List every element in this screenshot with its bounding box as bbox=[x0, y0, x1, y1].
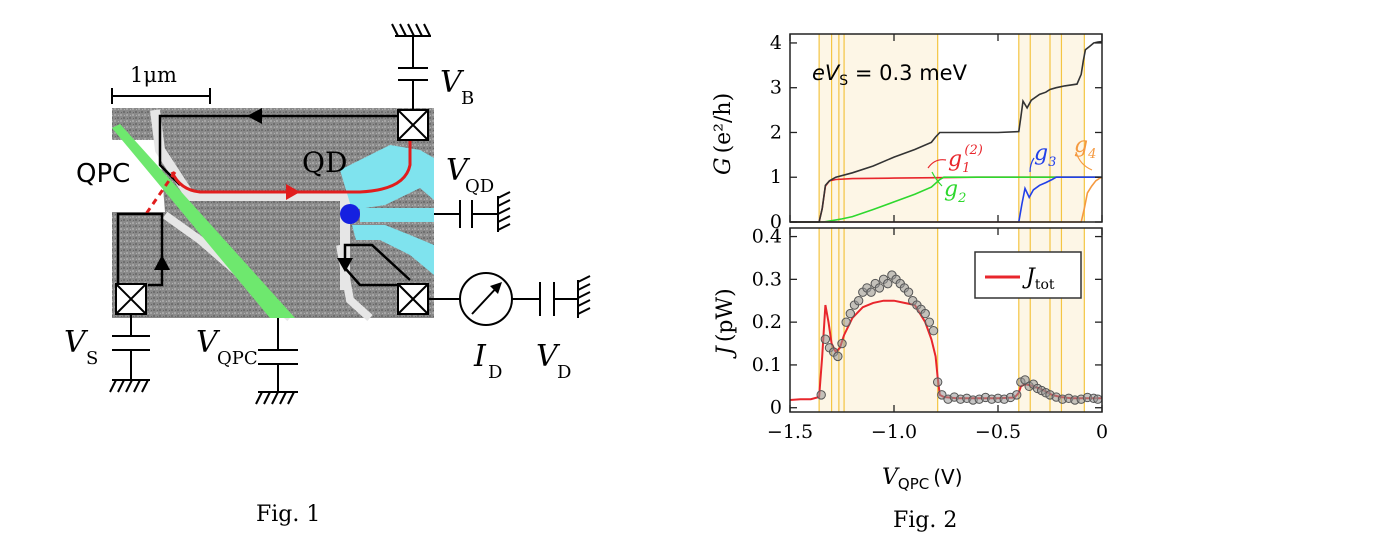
g-ytick-label-1: 1 bbox=[770, 166, 782, 188]
j-point-28 bbox=[932, 377, 943, 387]
j-point-9 bbox=[853, 296, 864, 306]
vb-label: V bbox=[440, 65, 465, 100]
vqpc-label: V bbox=[196, 325, 221, 360]
es-annotation: eVS = 0.3 meV bbox=[812, 61, 968, 89]
vs-label: V bbox=[64, 325, 89, 360]
j-point-27 bbox=[928, 325, 939, 336]
x-tick-label-3: 0 bbox=[1096, 421, 1108, 443]
j-point-41 bbox=[1012, 390, 1022, 400]
g-ytick-label-3: 3 bbox=[770, 77, 782, 99]
j-ytick-label-2: 0.2 bbox=[752, 311, 782, 333]
g3-label: g3 bbox=[1034, 141, 1056, 170]
fig2-plots: 0 1 2 3 4 0 0.1 0.2 0.3 0.4 −1.5 −1.0 −0.5 0 G(e²/h)… bbox=[711, 32, 1108, 493]
g-axis-label: G(e²/h) bbox=[711, 93, 736, 175]
g2-label: g2 bbox=[944, 177, 966, 206]
g-series-g4 bbox=[790, 176, 1103, 223]
j-point-12 bbox=[866, 287, 876, 297]
g-series-g2 bbox=[790, 176, 1102, 223]
j-frame bbox=[789, 227, 1103, 413]
vqd-circuit bbox=[434, 191, 511, 232]
scale-bar-label: 1μm bbox=[130, 63, 177, 87]
fig1-schematic: 1μm bbox=[64, 23, 591, 405]
edge-channel-red bbox=[170, 140, 412, 194]
contact-vb bbox=[397, 109, 429, 141]
x-tick-label-2: −0.5 bbox=[975, 421, 1021, 443]
vd-label: V bbox=[536, 339, 561, 374]
vqd-label-sub: QD bbox=[465, 176, 494, 197]
j-point-25 bbox=[920, 308, 930, 319]
contact-drain bbox=[397, 283, 429, 315]
g-series-g3 bbox=[790, 176, 1102, 223]
id-label-sub: D bbox=[488, 362, 502, 383]
qpc-label: QPC bbox=[76, 159, 130, 189]
ammeter-arrow-icon bbox=[490, 282, 502, 294]
j-ytick-label-0: 0 bbox=[770, 397, 782, 419]
j-point-26 bbox=[924, 317, 935, 327]
j-point-4 bbox=[833, 351, 843, 362]
vs-circuit bbox=[109, 314, 150, 393]
j-point-57 bbox=[1093, 394, 1103, 404]
j-point-1 bbox=[820, 334, 831, 344]
g-band-1 bbox=[1018, 34, 1085, 222]
fig1-caption: Fig. 1 bbox=[256, 502, 321, 527]
g-ytick-label-2: 2 bbox=[770, 121, 782, 143]
j-point-16 bbox=[883, 278, 893, 289]
vs-label-sub: S bbox=[86, 348, 98, 369]
j-point-6 bbox=[841, 317, 851, 327]
vqd-label: V bbox=[446, 153, 471, 188]
vb-label-sub: B bbox=[461, 88, 474, 109]
qpc-gate-green bbox=[112, 124, 295, 318]
qd-gate-cyan-lower bbox=[352, 225, 434, 275]
vqpc-circuit bbox=[255, 318, 298, 405]
legend-label: Jtot bbox=[1022, 265, 1055, 293]
j-band-0 bbox=[819, 228, 938, 412]
vd-label-sub: D bbox=[557, 362, 571, 383]
g1-label: g1(2) bbox=[948, 143, 983, 176]
j-axis-label: J(pW) bbox=[713, 288, 738, 359]
j-ytick-label-3: 0.3 bbox=[752, 268, 782, 290]
j-point-21 bbox=[903, 287, 914, 297]
g-ytick-label-0: 0 bbox=[770, 211, 782, 233]
x-axis-label: VQPC (V) bbox=[882, 465, 963, 493]
fig2-caption: Fig. 2 bbox=[893, 508, 958, 533]
contact-vs bbox=[115, 283, 147, 315]
j-point-43 bbox=[1020, 375, 1030, 385]
g-ytick-label-4: 4 bbox=[770, 32, 782, 54]
j-ytick-label-4: 0.4 bbox=[752, 226, 782, 248]
vqpc-label-sub: QPC bbox=[217, 348, 258, 369]
quantum-dot-marker bbox=[340, 204, 360, 224]
drain-circuit bbox=[428, 272, 591, 326]
qd-label: QD bbox=[302, 146, 347, 179]
conductance-panel: 0 1 2 3 4 bbox=[770, 32, 1103, 233]
qd-gate-cyan-middle bbox=[360, 208, 434, 222]
x-tick-label-0: −1.5 bbox=[767, 421, 813, 443]
x-tick-label-1: −1.0 bbox=[871, 421, 917, 443]
j-ytick-label-1: 0.1 bbox=[752, 354, 782, 376]
g-series-g bbox=[790, 40, 1103, 223]
vb-circuit bbox=[391, 23, 431, 110]
j-point-14 bbox=[874, 283, 885, 293]
legend: Jtot bbox=[974, 251, 1082, 299]
id-label: I bbox=[473, 339, 487, 374]
scale-bar: 1μm bbox=[111, 63, 211, 104]
j-point-7 bbox=[845, 308, 856, 319]
g4-label: g4 bbox=[1074, 133, 1096, 162]
j-point-0 bbox=[816, 390, 826, 400]
g-frame bbox=[789, 33, 1103, 223]
j-point-5 bbox=[837, 338, 847, 349]
